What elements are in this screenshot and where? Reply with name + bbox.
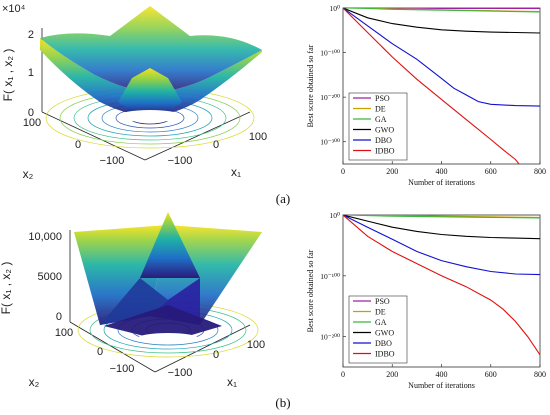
x1-axis-label: x₁ [231, 165, 241, 179]
legend-label: GA [375, 318, 387, 327]
x-tick-label: 600 [485, 370, 497, 379]
y-tick-label: 10⁻¹⁰⁰ [320, 272, 340, 281]
z-tick-label: 0 [56, 311, 62, 323]
x2-axis-line [69, 321, 156, 373]
z-tick-label: 2 [28, 29, 34, 41]
x2-axis-label: x₂ [29, 375, 40, 389]
x1-tick-label: 0 [213, 349, 219, 361]
surface-center-gap [138, 333, 198, 343]
x-tick-label: 800 [534, 370, 546, 379]
x2-axis-line [41, 111, 146, 161]
surface-bowl-front [40, 38, 262, 116]
legend-label: GWO [375, 126, 394, 135]
convergence-plot-b: 0 200 400 600 800 10⁰ 10⁻¹⁰⁰ 10⁻²⁰⁰ Number of it… [306, 211, 546, 390]
x-tick-label: 0 [341, 167, 345, 176]
x2-axis-label: x₂ [23, 167, 34, 181]
series-line-dbo [343, 8, 540, 107]
legend-label: GWO [375, 329, 394, 338]
x2-tick-label: −100 [110, 363, 135, 375]
x1-tick-label: −100 [168, 155, 193, 167]
legend-label: GA [375, 115, 387, 124]
z-tick-label: 1 [28, 67, 34, 79]
x1-axis-label: x₁ [227, 375, 237, 389]
z-tick-label: 10,000 [28, 231, 62, 243]
legend-label: IDBO [375, 350, 395, 359]
series-group [343, 8, 540, 164]
y-tick-label: 10⁰ [329, 211, 340, 220]
x1-tick-label: 0 [213, 139, 219, 151]
x2-tick-label: −100 [100, 155, 125, 167]
y-axis-label: Best score obtained so far [306, 44, 315, 127]
legend-label: DBO [375, 136, 392, 145]
legend-label: DE [375, 105, 386, 114]
legend-label: PSO [375, 94, 390, 103]
z-axis-label: F( x₁ , x₂ ) [0, 262, 13, 315]
surface-facet [104, 305, 222, 342]
x-tick-label: 200 [386, 370, 398, 379]
convergence-plot-a: 0 200 400 600 800 10⁰ 10⁻¹⁰⁰ 10⁻²⁰⁰ 10⁻³⁰⁰ Number… [306, 4, 546, 187]
surface-inner-peak [118, 68, 182, 115]
z-tick-label: 5000 [38, 271, 62, 283]
z-axis-label: F( x₁ , x₂ ) [1, 49, 15, 102]
surface-plot-b: 10,000 5000 0 F( x₁ , x₂ ) 100 0 −100 x₂… [0, 212, 265, 389]
series-line-gwo [343, 215, 540, 240]
x1-tick-label: −100 [168, 367, 193, 379]
x1-tick-label: 100 [247, 339, 265, 351]
x-tick-label: 0 [341, 370, 345, 379]
series-line-de [343, 215, 540, 218]
legend-label: DE [375, 308, 386, 317]
legend-label: DBO [375, 339, 392, 348]
y-tick-label: 10⁻²⁰⁰ [320, 333, 340, 342]
series-line-gwo [343, 8, 540, 34]
y-axis-label: Best score obtained so far [306, 249, 315, 332]
y-tick-label: 10⁻²⁰⁰ [320, 93, 340, 102]
series-line-ga [343, 215, 540, 219]
x-tick-label: 800 [534, 167, 546, 176]
x2-tick-label: 0 [97, 346, 103, 358]
z-tick-label: 0 [28, 107, 34, 119]
series-line-dbo [343, 215, 540, 276]
surface-center-gap [118, 110, 182, 122]
series-group [343, 215, 540, 356]
plot-frame [342, 7, 541, 165]
surface-facet [140, 212, 200, 278]
legend-box [348, 295, 408, 364]
y-tick-label: 10⁻¹⁰⁰ [320, 49, 340, 58]
x-tick-label: 400 [436, 167, 448, 176]
x-tick-label: 400 [436, 370, 448, 379]
x2-tick-label: 100 [23, 117, 41, 129]
x1-axis-line [154, 324, 251, 373]
x2-tick-label: 0 [75, 139, 81, 151]
series-line-ga [343, 8, 540, 13]
series-line-idbo [343, 215, 540, 356]
x-axis-label: Number of iterations [408, 178, 475, 187]
legend-label: IDBO [375, 147, 395, 156]
series-line-idbo [343, 8, 520, 164]
x1-tick-label: 100 [249, 131, 267, 143]
y-tick-label: 10⁻³⁰⁰ [320, 138, 340, 147]
panel-caption-a: (a) [276, 191, 290, 206]
x1-axis-line [144, 111, 251, 161]
x-tick-label: 600 [485, 167, 497, 176]
y-tick-label: 10⁰ [329, 4, 340, 13]
legend-label: PSO [375, 297, 390, 306]
surface-bowl-back [40, 6, 262, 92]
z-exponent-label: ×10⁴ [2, 3, 26, 15]
legend-box [348, 92, 408, 161]
panel-caption-b: (b) [275, 395, 290, 410]
x-tick-label: 200 [386, 167, 398, 176]
x2-tick-label: 100 [55, 327, 73, 339]
x-axis-label: Number of iterations [408, 381, 475, 390]
surface-plot-a: ×10⁴ 2 1 0 F( x₁ , x₂ ) 100 0 −100 x₂ −1… [1, 3, 267, 181]
